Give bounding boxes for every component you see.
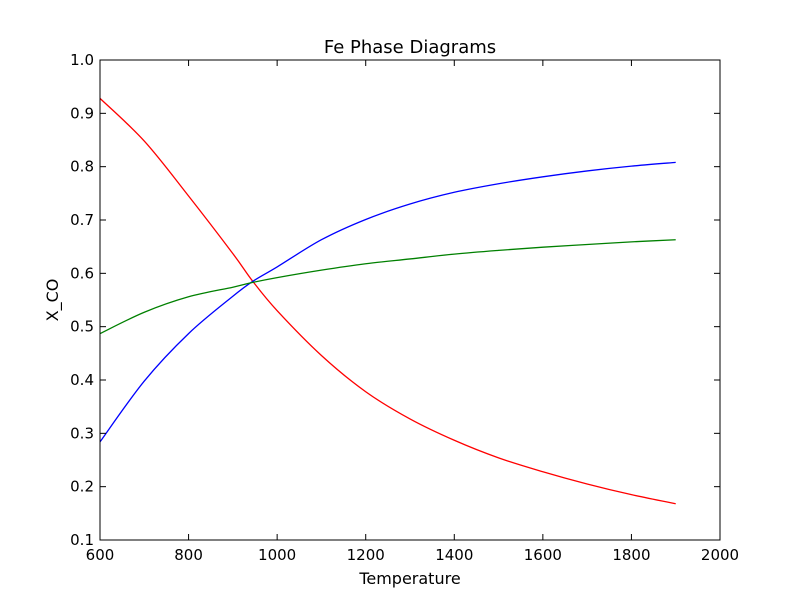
x-axis-label: Temperature [358,569,460,588]
plot-frame [99,59,721,541]
x-tick-label: 1000 [258,546,296,564]
y-tick-label: 0.1 [70,531,94,549]
tick-layer: 600 800 1000 1200 1400 1600 1800 2000 0.1 0.2 0.3 0… [70,51,739,564]
y-tick-label: 0.4 [70,371,94,389]
series-line-1 [99,161,676,443]
y-tick-label: 1.0 [70,51,94,69]
series-layer [99,97,676,505]
x-tick-label: 1800 [612,546,650,564]
chart-title: Fe Phase Diagrams [324,37,496,58]
series-line-0 [99,97,676,505]
x-tick-label: 600 [86,546,115,564]
x-tick-label: 1200 [347,546,385,564]
x-tick-label: 1400 [435,546,473,564]
series-line-2 [99,239,676,335]
y-tick-label: 0.6 [70,264,94,282]
y-tick-label: 0.5 [70,318,94,336]
y-tick-label: 0.7 [70,211,94,229]
x-tick-label: 1600 [524,546,562,564]
y-axis-label: X_CO [43,279,63,322]
x-tick-label: 2000 [701,546,739,564]
x-tick-label: 800 [174,546,203,564]
y-tick-label: 0.9 [70,104,94,122]
y-tick-label: 0.3 [70,424,94,442]
y-tick-label: 0.8 [70,158,94,176]
y-tick-label: 0.2 [70,478,94,496]
